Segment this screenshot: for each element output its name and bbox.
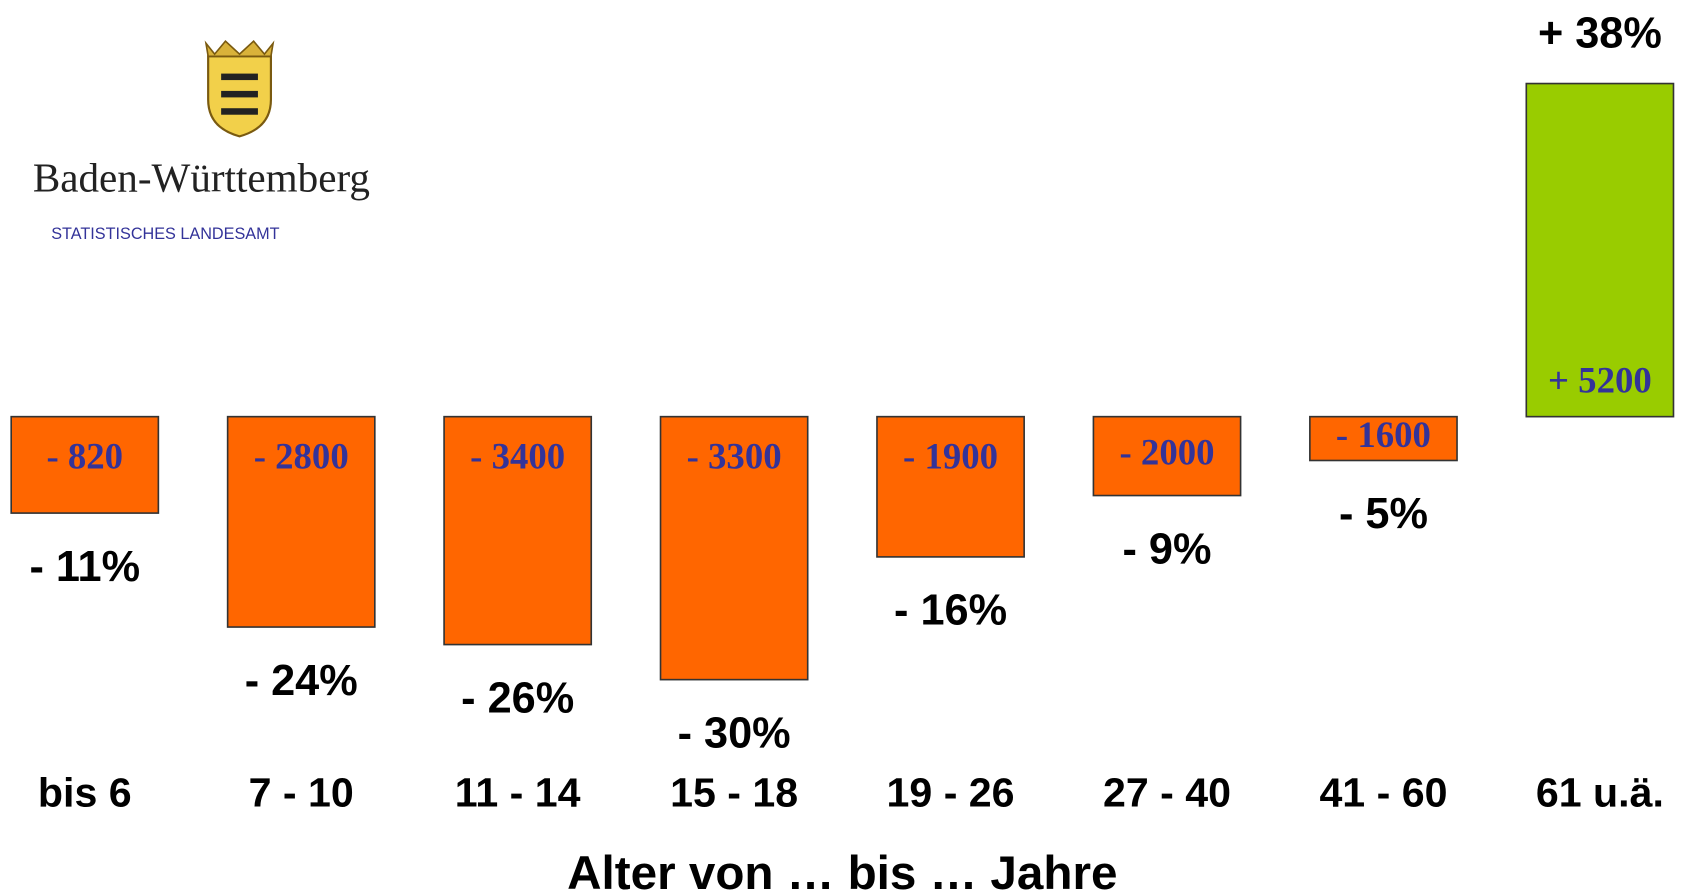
x-tick-label: 19 - 26 [887, 769, 1015, 815]
value-label: - 26% [461, 674, 574, 722]
logo: Baden-Württemberg STATISTISCHES LANDESAM… [33, 39, 370, 243]
bar [226, 415, 376, 628]
x-tick-label: bis 6 [38, 769, 132, 815]
logo-lion [221, 73, 258, 81]
x-tick-label: 11 - 14 [455, 769, 581, 815]
count-label: - 3400 [470, 435, 565, 476]
bar [659, 415, 809, 681]
logo-crown [204, 39, 275, 58]
logo-subtitle: STATISTISCHES LANDESAMT [51, 225, 279, 243]
x-tick-label: 61 u.ä. [1536, 769, 1664, 815]
value-label: - 16% [894, 587, 1007, 635]
logo-lion [221, 108, 258, 115]
value-label: + 38% [1538, 9, 1662, 57]
bar [1309, 415, 1458, 462]
value-label: - 30% [678, 709, 791, 757]
x-tick-label: 41 - 60 [1319, 769, 1447, 815]
count-label: + 5200 [1548, 360, 1652, 401]
value-label: - 5% [1339, 490, 1428, 538]
x-tick-label: 7 - 10 [249, 769, 354, 815]
count-label: - 1900 [903, 435, 998, 476]
count-label: - 820 [46, 435, 123, 476]
value-label: - 9% [1123, 525, 1212, 573]
value-label: - 11% [29, 543, 140, 591]
count-label: - 1600 [1336, 414, 1431, 455]
x-axis-title: Alter von … bis … Jahre [567, 847, 1117, 895]
bar [10, 415, 160, 514]
logo-title: Baden-Württemberg [33, 154, 370, 200]
count-label: - 2800 [254, 435, 349, 476]
x-tick-label: 27 - 40 [1103, 769, 1231, 815]
count-label: - 3300 [687, 435, 782, 476]
bar [876, 415, 1025, 558]
count-label: - 2000 [1119, 432, 1214, 473]
bar [443, 415, 593, 646]
x-tick-label: 15 - 18 [670, 769, 798, 815]
bar [1092, 415, 1242, 497]
value-label: - 24% [245, 657, 358, 705]
bar [1525, 82, 1675, 418]
logo-lion [221, 90, 258, 98]
